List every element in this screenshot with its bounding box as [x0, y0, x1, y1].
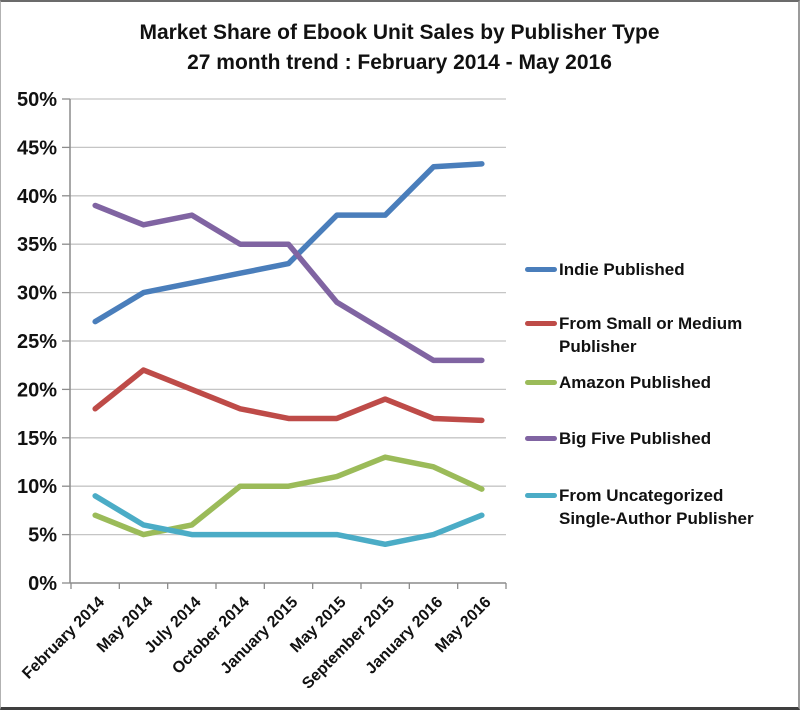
- legend-label: From Uncategorized Single-Author Publish…: [559, 486, 754, 528]
- y-axis-tick-label: 40%: [17, 186, 57, 208]
- legend-label: Amazon Published: [559, 373, 712, 392]
- gridlines: [62, 98, 506, 584]
- y-axis-tick-label: 35%: [17, 234, 57, 256]
- legend-label: From Small or Medium Publisher: [559, 314, 743, 356]
- series-line-from-uncategorized-single-author-publisher: [92, 493, 485, 548]
- y-axis-tick-label: 25%: [17, 331, 57, 353]
- legend-swatch-indie-published: [525, 267, 557, 272]
- legend-swatch-amazon-published: [525, 380, 557, 385]
- legend-swatch-big-five-published: [525, 436, 557, 441]
- series-line-from-small-or-medium-publisher: [92, 367, 485, 424]
- series-line-indie-published: [92, 161, 485, 325]
- legend-item-uncategorized-single-author: From Uncategorized Single-Author Publish…: [525, 484, 781, 530]
- legend-item-small-or-medium-publisher: From Small or Medium Publisher: [525, 312, 781, 358]
- legend-label: Indie Published: [559, 260, 685, 279]
- y-axis-tick-label: 30%: [17, 283, 57, 305]
- series-line-big-five-published: [92, 202, 485, 364]
- legend-swatch-uncategorized-single-author: [525, 493, 557, 498]
- chart-title: Market Share of Ebook Unit Sales by Publ…: [139, 21, 660, 44]
- y-axis-tick-label: 5%: [28, 525, 57, 547]
- chart-subtitle: 27 month trend : February 2014 - May 201…: [187, 51, 612, 74]
- legend-item-big-five-published: Big Five Published: [525, 427, 781, 450]
- x-axis-tick-label: September 2015: [299, 594, 398, 693]
- chart-title-block: Market Share of Ebook Unit Sales by Publ…: [1, 18, 798, 78]
- y-axis-tick-label: 50%: [17, 89, 57, 111]
- legend-swatch-small-or-medium-publisher: [525, 321, 557, 326]
- y-axis-tick-label: 10%: [17, 476, 57, 498]
- axes: [69, 99, 507, 589]
- legend-item-amazon-published: Amazon Published: [525, 371, 781, 394]
- y-axis-tick-label: 0%: [28, 573, 57, 595]
- y-axis-tick-label: 15%: [17, 428, 57, 450]
- legend-item-indie-published: Indie Published: [525, 258, 781, 281]
- legend-label: Big Five Published: [559, 429, 712, 448]
- y-axis-tick-label: 20%: [17, 379, 57, 401]
- x-axis-tick-label: February 2014: [19, 594, 108, 683]
- series-line-amazon-published: [92, 454, 485, 538]
- y-axis-tick-label: 45%: [17, 137, 57, 159]
